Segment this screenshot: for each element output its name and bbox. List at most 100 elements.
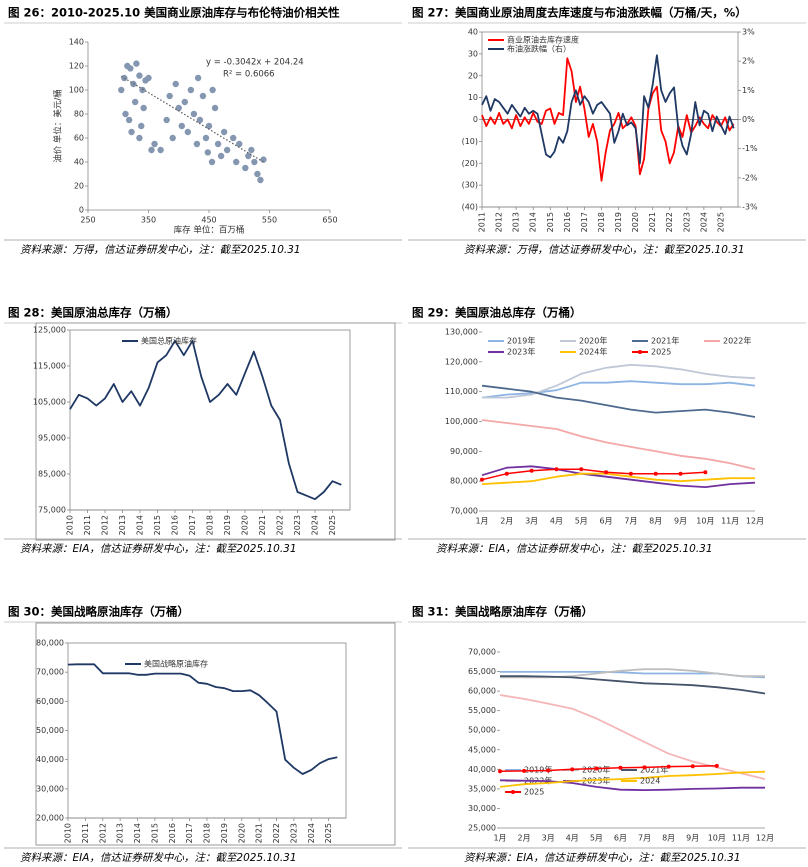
x-tick-label: 2024 <box>311 515 320 535</box>
y-tick-label: 20 <box>468 71 478 80</box>
x-tick-label: 2021 <box>648 212 657 232</box>
y-tick-label: 50,000 <box>468 726 496 735</box>
legend-label: 2022年 <box>723 336 751 346</box>
x-tick-label: 6月 <box>614 834 627 843</box>
x-tick-label: 2020 <box>237 823 246 843</box>
y-tick-label: 10 <box>468 93 478 102</box>
figure-caption: 图 31：美国战略原油库存（万桶） <box>412 605 593 619</box>
x-tick-label: 2011 <box>81 823 90 843</box>
series-marker <box>594 766 599 771</box>
y-tick-label: 80,000 <box>450 477 478 486</box>
y-tick-label: 100,000 <box>445 417 478 426</box>
x-tick-label: 2月 <box>518 834 531 843</box>
x-tick-label: 2017 <box>185 823 194 843</box>
series-marker <box>604 470 609 475</box>
scatter-point <box>193 140 201 148</box>
scatter-point <box>131 98 139 106</box>
legend-label: 2024年 <box>579 347 607 357</box>
annotation: R² = 0.6066 <box>223 70 275 80</box>
x-tick-label: 1月 <box>475 517 488 526</box>
series-marker <box>642 765 647 770</box>
series-marker <box>498 769 502 774</box>
y-tick-label: (30) <box>462 181 478 190</box>
series-marker <box>579 467 584 472</box>
y-tick-label: 95,000 <box>38 434 66 443</box>
x-tick-label: 2018 <box>597 212 606 232</box>
scatter-point <box>257 176 264 184</box>
legend-label: 商业原油去库存速度 <box>507 35 579 45</box>
scatter-point <box>202 134 210 142</box>
x-tick-label: 12月 <box>756 834 774 843</box>
series-marker <box>522 768 527 773</box>
x-tick-label: 7月 <box>638 834 651 843</box>
legend-label: 2020年 <box>579 336 607 346</box>
source-note: 资料来源：万得，信达证券研发中心，注：截至2025.10.31 <box>464 244 745 256</box>
x-tick-label: 3月 <box>525 517 538 526</box>
x-tick-label: 2021 <box>255 823 264 843</box>
x-tick-label: 8月 <box>649 517 662 526</box>
y-tick-label: 100 <box>69 86 84 95</box>
series-marker <box>678 471 683 476</box>
series-line <box>499 694 766 780</box>
series-marker <box>546 768 551 773</box>
series-marker <box>714 763 719 768</box>
x-axis-label: 库存 单位：百万桶 <box>174 225 245 236</box>
x-tick-label: 7月 <box>624 517 637 526</box>
series-marker <box>703 470 708 475</box>
y-tick-label: 80,000 <box>36 639 64 648</box>
y-tick-label: 40 <box>468 28 478 37</box>
x-tick-label: 2016 <box>171 515 180 535</box>
legend-label: 2024 <box>640 777 660 786</box>
scatter-point <box>140 104 147 112</box>
legend-label: 美国战略原油库存 <box>144 659 208 669</box>
figure-caption: 图 27：美国商业原油周度去库速度与布油涨跌幅（万桶/天，%） <box>412 6 747 20</box>
x-tick-label: 2011 <box>478 212 487 232</box>
y-tick-label: 60 <box>74 134 84 143</box>
scatter-point <box>139 86 146 94</box>
x-tick-label: 5月 <box>590 834 603 843</box>
scatter-point <box>127 65 134 72</box>
legend-label: 2019年 <box>524 765 552 775</box>
x-tick-label: 2013 <box>116 823 125 843</box>
scatter-point <box>125 116 133 124</box>
series-marker <box>480 477 484 482</box>
y-tick-label: 70,000 <box>468 648 496 657</box>
scatter-point <box>122 110 129 118</box>
scatter-point <box>233 158 240 166</box>
series-line <box>69 339 342 501</box>
y-tick-label: 90,000 <box>450 447 478 456</box>
scatter-point <box>172 80 179 88</box>
x-tick-label: 4月 <box>550 517 563 526</box>
series-marker <box>666 764 671 769</box>
y-tick-label: 115,000 <box>33 362 66 371</box>
series-line <box>499 765 717 773</box>
annotation: y = -0.3042x + 204.24 <box>206 58 304 68</box>
chart-frame <box>35 322 396 541</box>
x-tick-label: 2023 <box>293 515 302 535</box>
scatter-point <box>204 149 211 156</box>
y2-tick-label: -2% <box>742 173 758 182</box>
scatter-point <box>138 122 145 130</box>
scatter-point <box>136 134 143 142</box>
series-line <box>500 675 766 695</box>
legend-label: 2021年 <box>640 765 668 775</box>
legend-label: 2023年 <box>507 347 535 357</box>
scatter-point <box>121 74 128 82</box>
y-tick-label: 40,000 <box>36 755 64 764</box>
series-line <box>67 663 338 775</box>
x-tick-label: 2011 <box>83 515 92 535</box>
scatter-point <box>175 104 182 112</box>
scatter-point <box>118 86 125 94</box>
x-tick-label: 3月 <box>542 834 555 843</box>
series-marker <box>554 467 559 472</box>
y-tick-label: (10) <box>462 137 478 146</box>
scatter-point <box>157 146 164 154</box>
x-tick-label: 2020 <box>241 515 250 535</box>
y-tick-label: 20,000 <box>36 814 64 823</box>
series-line <box>481 465 756 488</box>
scatter-point <box>223 146 231 154</box>
y-tick-label: 0 <box>79 206 84 215</box>
scatter-point <box>260 156 267 163</box>
scatter-point <box>209 86 216 94</box>
scatter-point <box>205 122 213 130</box>
